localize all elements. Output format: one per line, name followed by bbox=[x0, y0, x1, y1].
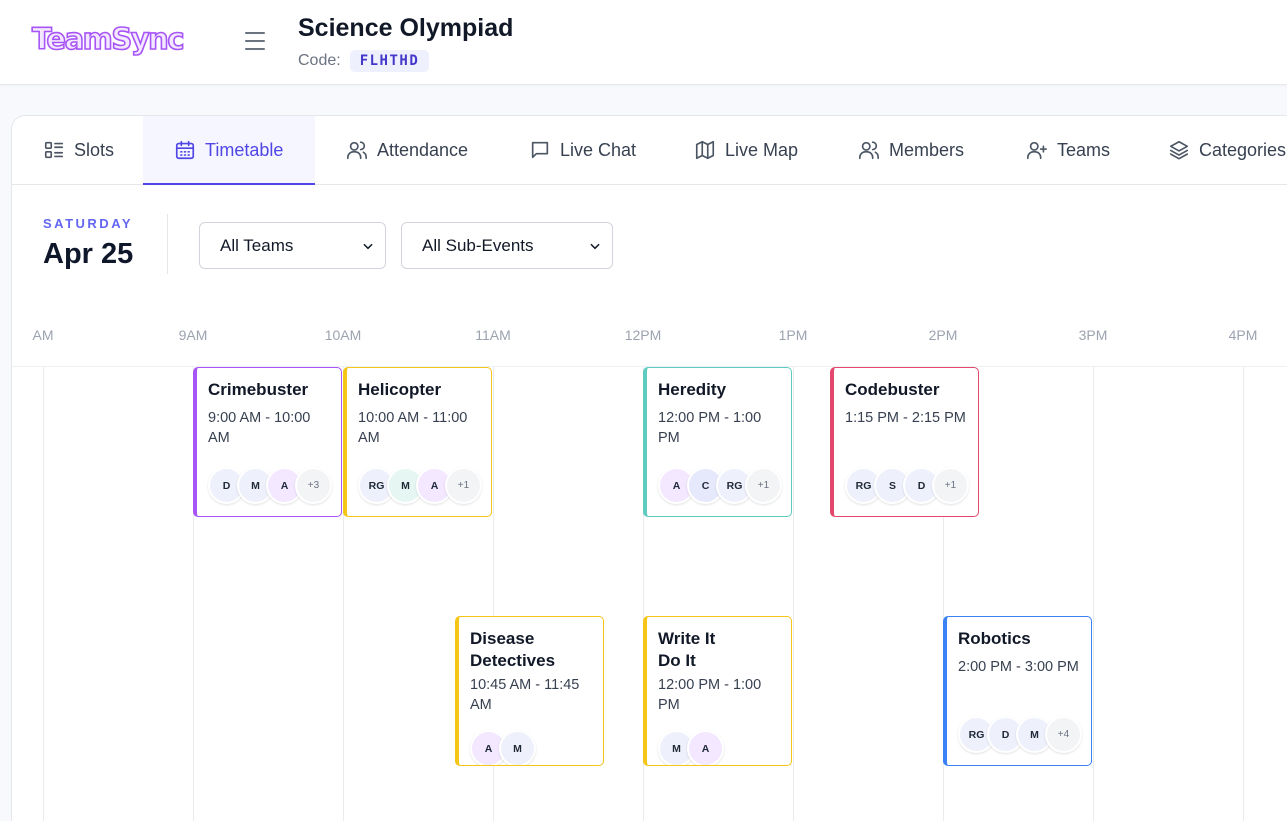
attendee-avatars: RG M A +1 bbox=[358, 467, 482, 504]
event-time: 2:00 PM - 3:00 PM bbox=[958, 659, 1079, 675]
event-card-heredity[interactable]: Heredity 12:00 PM - 1:00 PM A C RG +1 bbox=[643, 367, 792, 517]
menu-toggle-icon[interactable] bbox=[245, 31, 265, 51]
weekday-label: SATURDAY bbox=[43, 216, 134, 231]
event-time: 1:15 PM - 2:15 PM bbox=[845, 410, 966, 426]
team-filter-select[interactable]: All Teams bbox=[199, 222, 386, 269]
event-time: 12:00 PM - 1:00 PM bbox=[658, 677, 762, 713]
event-card-codebuster[interactable]: Codebuster 1:15 PM - 2:15 PM RG S D +1 bbox=[830, 367, 979, 517]
layers-icon bbox=[1169, 140, 1189, 160]
event-code-row: Code: FLHTHD bbox=[298, 50, 430, 72]
event-title: Codebuster bbox=[845, 380, 940, 399]
hour-label: 1PM bbox=[778, 327, 808, 343]
tab-label: Timetable bbox=[205, 139, 284, 160]
app-logo[interactable]: TeamSync bbox=[31, 21, 185, 57]
tab-label: Attendance bbox=[377, 139, 469, 160]
hour-label: 4PM bbox=[1228, 327, 1258, 343]
event-title: Heredity bbox=[658, 380, 727, 399]
more-attendees-badge[interactable]: +1 bbox=[445, 467, 482, 504]
app-header: TeamSync Science Olympiad Code: FLHTHD bbox=[0, 0, 1287, 85]
divider bbox=[167, 214, 168, 274]
hour-label: 3PM bbox=[1078, 327, 1108, 343]
hour-gridline bbox=[1243, 367, 1244, 821]
tab-label: Categories bbox=[1199, 139, 1287, 160]
hour-gridline bbox=[343, 367, 344, 821]
event-time: 10:45 AM - 11:45 AM bbox=[470, 677, 580, 713]
hour-gridline bbox=[43, 367, 44, 821]
event-card-crimebuster[interactable]: Crimebuster 9:00 AM - 10:00 AM D M A +3 bbox=[193, 367, 342, 517]
tab-timetable[interactable]: Timetable bbox=[143, 116, 315, 185]
hour-gridline bbox=[943, 367, 944, 821]
hour-label: 2PM bbox=[928, 327, 958, 343]
list-icon bbox=[44, 141, 64, 159]
attendee-avatars: A C RG +1 bbox=[658, 467, 782, 504]
more-attendees-badge[interactable]: +1 bbox=[745, 467, 782, 504]
team-filter-value: All Teams bbox=[220, 235, 294, 255]
attendee-avatars: D M A +3 bbox=[208, 467, 332, 504]
page-title: Science Olympiad bbox=[298, 14, 514, 42]
tab-teams[interactable]: Teams bbox=[995, 116, 1137, 184]
user-plus-icon bbox=[1027, 141, 1047, 160]
users-icon bbox=[859, 141, 879, 160]
event-time: 10:00 AM - 11:00 AM bbox=[358, 410, 468, 446]
avatar[interactable]: A bbox=[687, 730, 724, 765]
tab-live-map[interactable]: Live Map bbox=[663, 116, 827, 184]
chevron-down-icon bbox=[363, 243, 373, 249]
avatar[interactable]: M bbox=[1016, 716, 1053, 753]
tab-label: Teams bbox=[1057, 139, 1111, 160]
attendee-avatars: RG D M +4 bbox=[958, 716, 1082, 753]
tab-label: Live Chat bbox=[560, 139, 637, 160]
hour-gridline bbox=[1093, 367, 1094, 821]
event-code-badge[interactable]: FLHTHD bbox=[349, 50, 430, 72]
avatar[interactable]: M bbox=[499, 730, 536, 765]
hour-label: 9AM bbox=[178, 327, 208, 343]
sub-event-filter-value: All Sub-Events bbox=[422, 235, 534, 255]
attendee-avatars: RG S D +1 bbox=[845, 467, 969, 504]
more-attendees-badge[interactable]: +3 bbox=[295, 467, 332, 504]
calendar-icon bbox=[175, 140, 195, 160]
code-label: Code: bbox=[298, 52, 341, 69]
tab-attendance[interactable]: Attendance bbox=[315, 116, 498, 184]
sub-event-filter-select[interactable]: All Sub-Events bbox=[401, 222, 613, 269]
chevron-down-icon bbox=[590, 243, 600, 249]
hour-label: 10AM bbox=[324, 327, 362, 343]
tab-categories[interactable]: Categories bbox=[1137, 116, 1287, 184]
tab-slots[interactable]: Slots bbox=[12, 116, 143, 184]
hour-gridline bbox=[643, 367, 644, 821]
event-card-robotics[interactable]: Robotics 2:00 PM - 3:00 PM RG D M +4 bbox=[943, 616, 1092, 766]
event-title: Crimebuster bbox=[208, 380, 309, 399]
hour-label: 11AM bbox=[475, 327, 511, 343]
tab-members[interactable]: Members bbox=[827, 116, 995, 184]
event-time: 12:00 PM - 1:00 PM bbox=[658, 410, 762, 446]
tab-bar: Slots Timetable Attendance Live Chat Liv… bbox=[12, 116, 1287, 185]
chat-icon bbox=[531, 141, 549, 159]
map-icon bbox=[695, 140, 715, 160]
tab-label: Live Map bbox=[725, 139, 799, 160]
event-title: Write It Do It bbox=[658, 629, 716, 670]
event-title: Disease Detectives bbox=[470, 629, 556, 670]
more-attendees-badge[interactable]: +1 bbox=[932, 467, 969, 504]
event-title: Robotics bbox=[958, 629, 1031, 648]
event-card-disease-detectives[interactable]: Disease Detectives 10:45 AM - 11:45 AM A… bbox=[455, 616, 604, 766]
hour-gridline bbox=[793, 367, 794, 821]
tab-label: Members bbox=[889, 139, 965, 160]
hour-gridline bbox=[193, 367, 194, 821]
timetable-card: Slots Timetable Attendance Live Chat Liv… bbox=[11, 115, 1287, 821]
users-icon bbox=[347, 141, 367, 160]
hour-label: 12PM bbox=[624, 327, 662, 343]
date-label: Apr 25 bbox=[43, 238, 134, 270]
event-title: Helicopter bbox=[358, 380, 442, 399]
tab-label: Slots bbox=[74, 139, 115, 160]
hour-gridline bbox=[493, 367, 494, 821]
event-time: 9:00 AM - 10:00 AM bbox=[208, 410, 311, 446]
hour-label: AM bbox=[32, 327, 54, 343]
event-card-helicopter[interactable]: Helicopter 10:00 AM - 11:00 AM RG M A +1 bbox=[343, 367, 492, 517]
tab-live-chat[interactable]: Live Chat bbox=[498, 116, 663, 184]
more-attendees-badge[interactable]: +4 bbox=[1045, 716, 1082, 753]
timeline-top-border bbox=[12, 366, 1287, 367]
